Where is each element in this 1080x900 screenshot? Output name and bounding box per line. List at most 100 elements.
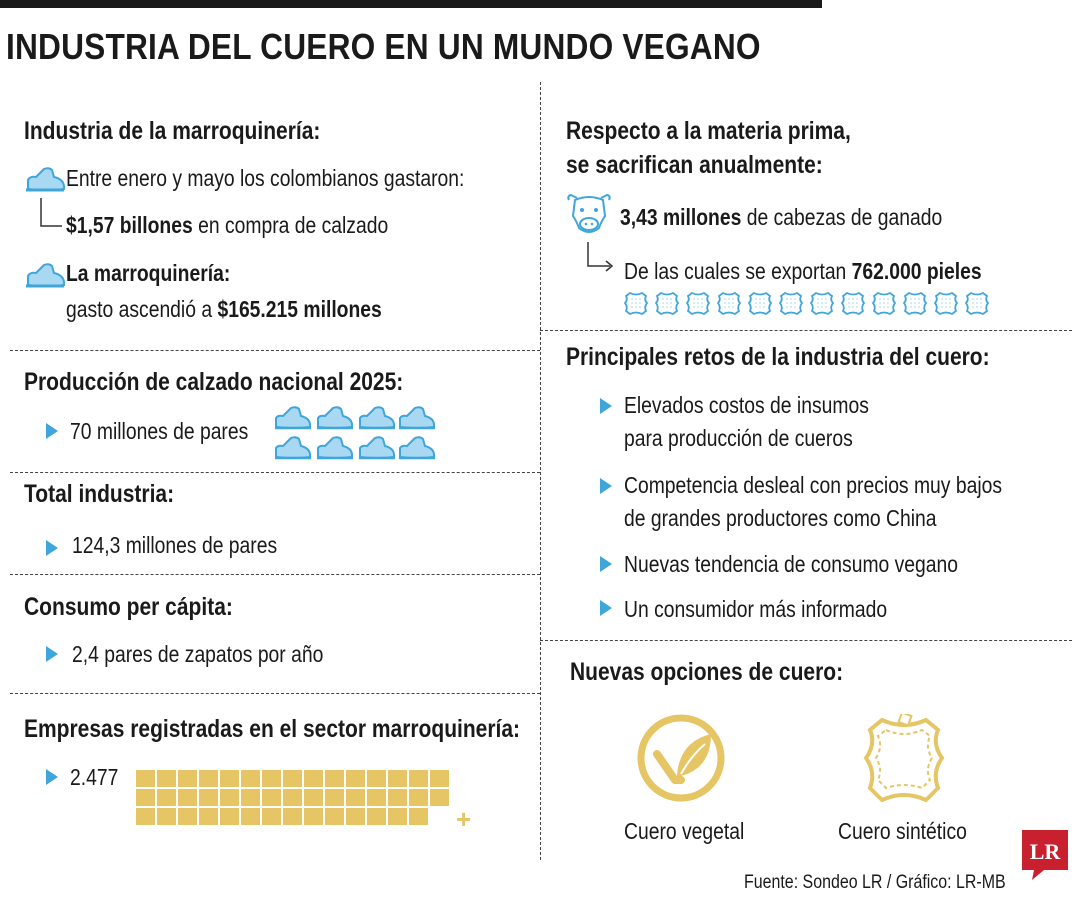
total-heading: Total industria: <box>24 480 175 508</box>
company-square <box>367 789 386 806</box>
company-square <box>283 808 302 825</box>
company-square <box>346 770 365 787</box>
materia-heading-line2: se sacrifican anualmente: <box>566 151 823 179</box>
company-square <box>262 770 281 787</box>
company-square <box>430 789 449 806</box>
lr-logo-text: LR <box>1030 839 1062 864</box>
option-vegetal-label: Cuero vegetal <box>624 818 745 844</box>
bullet-triangle-icon <box>46 646 58 662</box>
reto-1-line2: para producción de cueros <box>624 425 853 451</box>
divider <box>10 350 540 351</box>
company-square <box>220 789 239 806</box>
cow-icon <box>567 193 611 233</box>
opciones-heading: Nuevas opciones de cuero: <box>570 658 844 686</box>
synthetic-leather-icon <box>863 714 945 803</box>
divider <box>10 693 540 694</box>
source-text: Fuente: Sondeo LR / Gráfico: LR-MB <box>744 872 1006 893</box>
company-square <box>304 808 323 825</box>
company-square <box>157 789 176 806</box>
company-square <box>283 770 302 787</box>
divider <box>10 472 540 473</box>
company-square <box>388 808 407 825</box>
consumo-heading: Consumo per cápita: <box>24 593 233 621</box>
bullet-triangle-icon <box>600 398 612 414</box>
company-square <box>388 770 407 787</box>
total-value: 124,3 millones de pares <box>72 532 278 558</box>
company-square <box>325 770 344 787</box>
company-square <box>409 808 428 825</box>
branch-connector <box>40 198 62 227</box>
marroquineria-heading: Industria de la marroquinería: <box>24 117 321 145</box>
companies-grid <box>136 770 449 825</box>
spending-value: $1,57 billones en compra de calzado <box>66 212 389 238</box>
company-square <box>136 808 155 825</box>
reto-2-line1: Competencia desleal con precios muy bajo… <box>624 472 1003 498</box>
company-square <box>136 770 155 787</box>
company-square <box>178 808 197 825</box>
bullet-triangle-icon <box>600 600 612 616</box>
reto-1-line1: Elevados costos de insumos <box>624 392 869 418</box>
top-bar <box>0 0 822 8</box>
company-square <box>157 770 176 787</box>
company-square <box>241 770 260 787</box>
company-square <box>409 770 428 787</box>
leaf-check-icon <box>637 714 725 802</box>
bullet-triangle-icon <box>600 556 612 572</box>
company-square <box>304 770 323 787</box>
divider <box>540 640 1072 641</box>
company-square <box>367 770 386 787</box>
company-square <box>325 808 344 825</box>
company-square <box>178 789 197 806</box>
lr-logo: LR <box>1022 830 1068 880</box>
divider <box>10 574 540 575</box>
company-square <box>262 789 281 806</box>
cattle-text: 3,43 millones de cabezas de ganado <box>620 204 943 230</box>
bullet-triangle-icon <box>600 478 612 494</box>
reto-3: Nuevas tendencia de consumo vegano <box>624 551 959 577</box>
shoes-icon-group <box>273 405 437 460</box>
export-text: De las cuales se exportan 762.000 pieles <box>624 258 982 284</box>
spending-text: Entre enero y mayo los colombianos gasta… <box>66 165 465 191</box>
company-square <box>346 808 365 825</box>
company-square <box>283 789 302 806</box>
shoe-icon <box>26 167 65 192</box>
company-square <box>241 808 260 825</box>
plus-icon: + <box>456 804 472 834</box>
bullet-triangle-icon <box>46 769 58 785</box>
empresas-heading: Empresas registradas en el sector marroq… <box>24 715 521 743</box>
produccion-value: 70 millones de pares <box>70 418 249 444</box>
option-sintetico-label: Cuero sintético <box>838 818 967 844</box>
company-square <box>220 770 239 787</box>
company-square <box>388 789 407 806</box>
bullet-triangle-icon <box>46 423 58 439</box>
company-square <box>199 808 218 825</box>
company-square <box>136 789 155 806</box>
company-square <box>199 789 218 806</box>
company-square <box>367 808 386 825</box>
company-square <box>241 789 260 806</box>
company-square <box>262 808 281 825</box>
page-title: INDUSTRIA DEL CUERO EN UN MUNDO VEGANO <box>6 26 761 67</box>
hides-icon-group <box>624 292 989 315</box>
company-square <box>409 789 428 806</box>
reto-4: Un consumidor más informado <box>624 596 888 622</box>
company-square <box>157 808 176 825</box>
company-square <box>325 789 344 806</box>
retos-heading: Principales retos de la industria del cu… <box>566 343 990 371</box>
company-square <box>199 770 218 787</box>
company-square <box>178 770 197 787</box>
empresas-value: 2.477 <box>70 764 119 790</box>
consumo-value: 2,4 pares de zapatos por año <box>72 641 324 667</box>
divider <box>540 330 1072 331</box>
shoe-icon <box>26 263 65 288</box>
company-square <box>430 770 449 787</box>
marroquineria-spending: gasto ascendió a $165.215 millones <box>66 296 382 322</box>
marroquineria-subheading: La marroquinería: <box>66 260 231 286</box>
arrow-connector-icon <box>587 242 614 272</box>
column-divider <box>540 82 541 860</box>
company-square <box>304 789 323 806</box>
produccion-heading: Producción de calzado nacional 2025: <box>24 368 404 396</box>
company-square <box>220 808 239 825</box>
bullet-triangle-icon <box>46 540 58 556</box>
company-square <box>346 789 365 806</box>
